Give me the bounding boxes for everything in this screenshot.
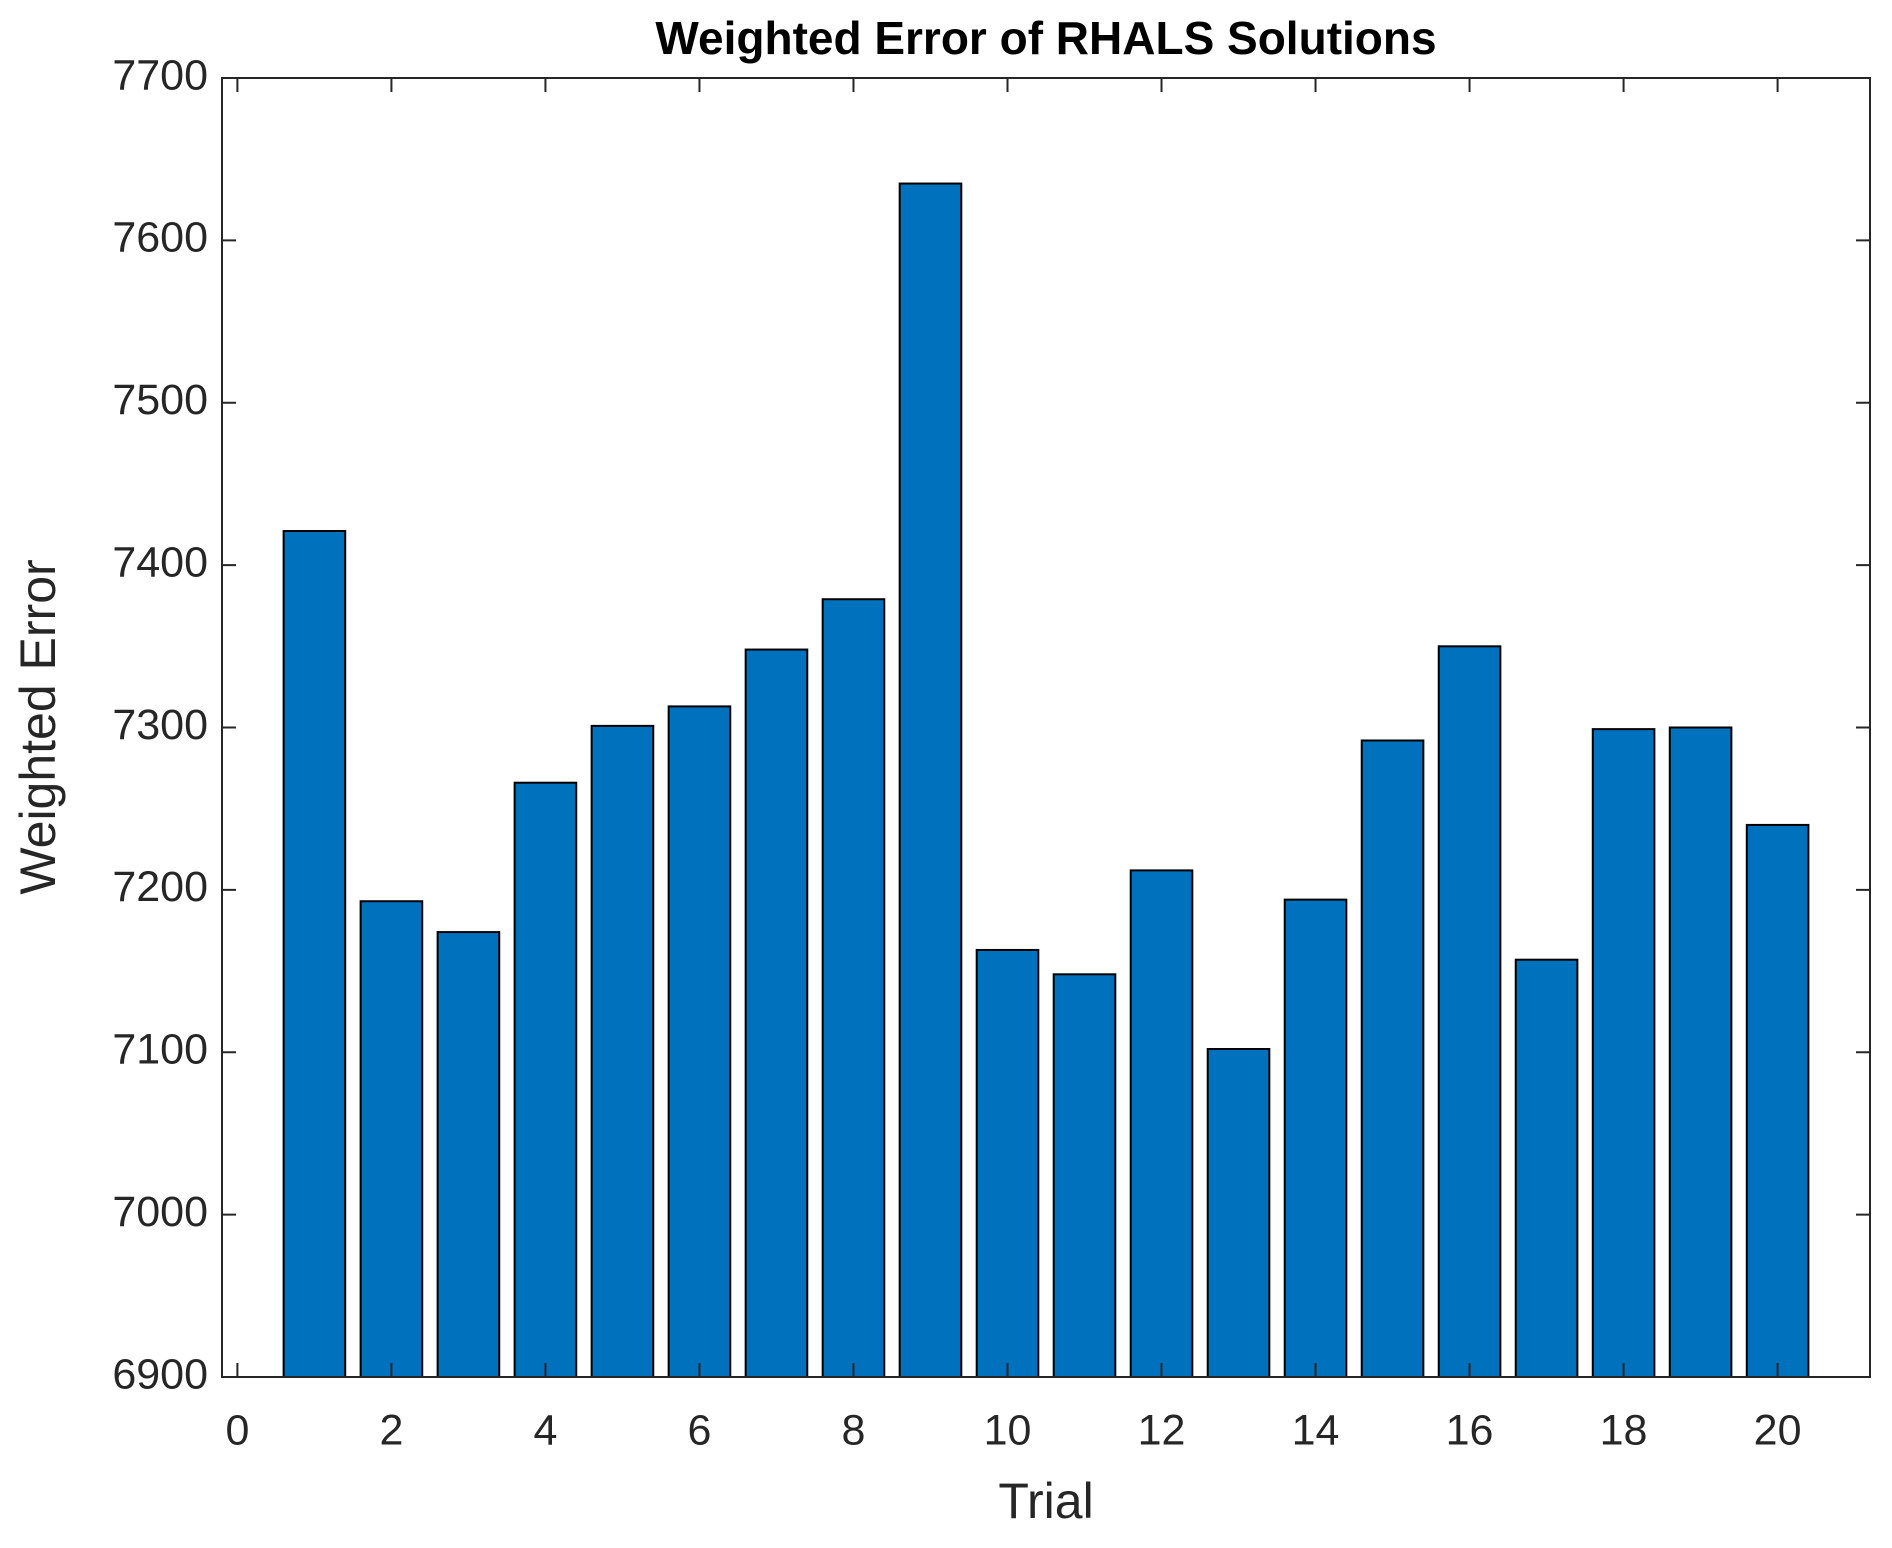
x-tick-label: 16 — [1446, 1406, 1494, 1454]
y-tick-label: 7000 — [112, 1188, 208, 1236]
chart-title: Weighted Error of RHALS Solutions — [655, 12, 1436, 64]
bar — [1437, 645, 1502, 1378]
x-tick-label: 8 — [842, 1406, 866, 1454]
bar — [1206, 1048, 1271, 1378]
x-tick-label: 10 — [984, 1406, 1032, 1454]
x-tick-label: 4 — [533, 1406, 557, 1454]
y-axis-label: Weighted Error — [10, 559, 66, 894]
x-tick-label: 6 — [687, 1406, 711, 1454]
y-tick-label: 6900 — [112, 1350, 208, 1398]
bar — [436, 931, 501, 1379]
x-tick-label: 20 — [1754, 1406, 1802, 1454]
bar — [744, 648, 809, 1378]
y-tick-label: 7400 — [112, 538, 208, 586]
x-tick-label: 14 — [1292, 1406, 1340, 1454]
y-tick-label: 7100 — [112, 1026, 208, 1074]
bar — [1283, 898, 1348, 1378]
x-tick-label: 12 — [1138, 1406, 1186, 1454]
bar — [359, 900, 424, 1379]
bar — [1514, 958, 1579, 1378]
y-tick-label: 7200 — [112, 863, 208, 911]
x-tick-label: 0 — [225, 1406, 249, 1454]
bar — [1591, 728, 1656, 1378]
plot-frame — [221, 77, 1871, 1378]
bar — [975, 948, 1040, 1378]
bar — [1668, 726, 1733, 1378]
y-tick-label: 7700 — [112, 51, 208, 99]
x-axis-label: Trial — [998, 1473, 1093, 1529]
x-tick-label: 2 — [379, 1406, 403, 1454]
bar — [1745, 823, 1810, 1378]
bar — [1360, 739, 1425, 1378]
bar — [282, 530, 347, 1378]
y-tick-label: 7300 — [112, 701, 208, 749]
x-tick-label: 18 — [1600, 1406, 1648, 1454]
bar — [590, 724, 655, 1378]
y-tick-label: 7500 — [112, 376, 208, 424]
bar — [898, 182, 963, 1379]
bar — [1129, 869, 1194, 1378]
bar — [667, 705, 732, 1378]
bar — [821, 598, 886, 1378]
bar — [1052, 973, 1117, 1378]
y-tick-label: 7600 — [112, 214, 208, 262]
bar — [513, 781, 578, 1378]
